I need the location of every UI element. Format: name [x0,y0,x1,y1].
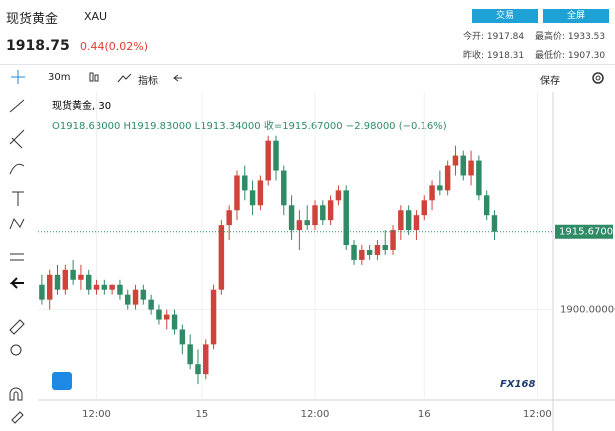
stat-label: 最低价: [535,51,566,61]
x-tick-label: 16 [418,409,431,420]
candle-body [390,230,396,250]
candle-body [187,344,193,365]
change: 0.44(0.02%) [80,40,149,53]
candle-body [46,274,53,300]
candle-body [273,140,279,171]
candle-body [242,175,248,191]
x-tick-label: 12:00 [523,409,552,420]
candle-body [109,284,115,290]
candle-body [101,284,108,290]
last-price-tag [555,224,613,239]
save[interactable]: 保存 [540,76,560,87]
indicators[interactable]: 指标 [138,76,158,87]
divider [0,64,615,65]
candle-body [39,284,45,300]
candle-body [117,284,123,295]
candle-body [343,190,349,246]
fullscreen-button[interactable]: 全屏 [543,9,609,23]
stat-value: 1933.53 [567,32,606,42]
candle-body [257,180,264,206]
candle-body [460,155,466,176]
candle-body [164,314,170,320]
candle-body [85,274,92,290]
ohlc-legend: O1918.63000 H1919.83000 L1913.34000 收=19… [52,119,447,132]
candle-body [249,190,256,206]
candle-body [491,215,498,232]
candle-body [54,274,61,290]
candle-body [70,269,76,280]
candle-body [327,200,334,221]
candle-body [288,205,295,231]
candle-body [179,329,186,345]
x-tick-label: 12:00 [82,409,111,420]
stat-value: 1918.31 [486,51,525,61]
candle-body [195,364,201,375]
x-tick-label: 12:00 [301,409,330,420]
candle-body [62,269,69,290]
stat-value: 1907.30 [567,51,606,61]
candle-body [78,274,84,280]
candle-body [210,289,217,345]
candle-body [296,220,303,231]
candle-body [476,160,482,196]
watermark: FX168 [500,379,535,390]
candle-body [351,245,357,260]
last-price-label: 1915.67000 [559,227,615,238]
logo-button[interactable] [52,372,72,390]
settings-icon[interactable] [590,70,606,86]
candle-body [366,249,373,255]
candle-body [444,165,451,191]
candle-body [226,210,232,226]
stat-label: 今开: [463,32,485,42]
candle-body [203,344,209,375]
candle-body [156,309,162,320]
candle-body [304,220,310,226]
instrument-name: 现货黄金 [6,12,59,27]
candle-body [468,160,474,176]
toolbar-icons [89,72,182,83]
chart-title: 现货黄金, 30 [52,99,111,112]
candle-body [398,210,404,231]
candle-body [281,170,287,206]
candle-body [320,205,326,221]
candle-body [382,245,388,250]
candle-body [437,185,443,191]
candle-body [218,225,225,290]
candle-body [148,299,154,310]
candle-body [171,314,178,330]
stat-label: 昨收: [463,51,485,61]
candle-body [421,200,427,216]
candle-body [359,249,365,260]
candle-body [374,245,381,255]
symbol: XAU [84,10,108,23]
candle-body [483,195,490,216]
stat-value: 1917.84 [486,32,525,42]
price: 1918.75 [6,38,70,54]
candle-body [234,175,240,211]
candle-body [93,284,100,290]
candle-body [405,210,412,231]
stat-label: 最高价: [535,32,566,42]
candle-body [265,140,271,181]
candle-body [140,289,147,300]
drawing-toolbar [9,70,25,424]
candle-body [132,289,139,305]
interval[interactable]: 30m [48,72,71,83]
trade-button[interactable]: 交易 [472,9,538,23]
y-tick-label: 1900.00000 [560,305,615,316]
x-tick-label: 15 [195,409,208,420]
candle-body [335,190,342,201]
candle-body [125,294,131,305]
candle-body [429,185,435,201]
candle-body [452,155,459,166]
candle-body [312,205,318,226]
candle-body [413,215,420,231]
